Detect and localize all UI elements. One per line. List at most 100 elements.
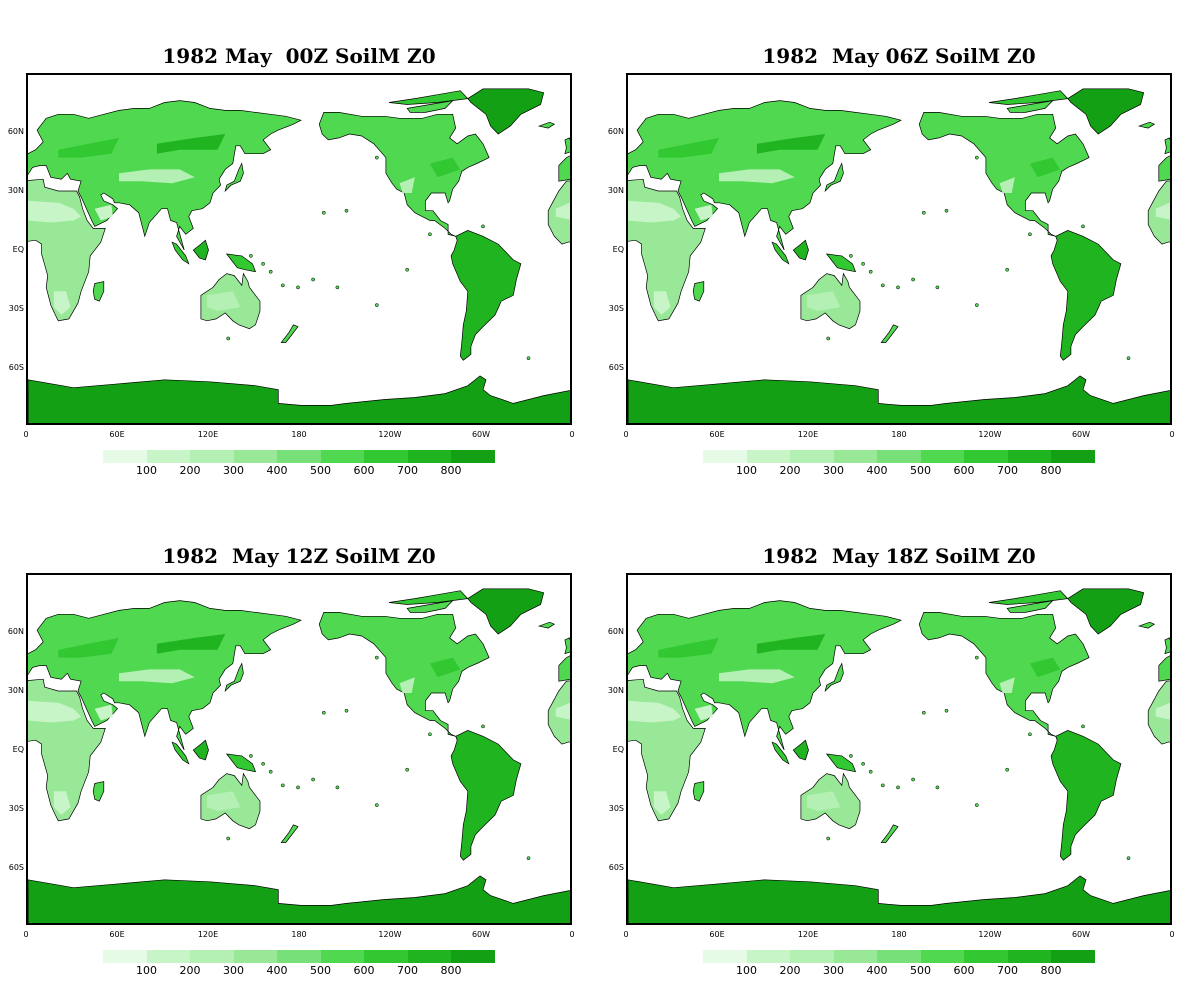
map-panel-2: 1982 May 06Z SoilM Z0 60N 30N EQ 30S 60S 0 60E 1… xyxy=(600,0,1200,500)
latitude-label: EQ xyxy=(12,245,24,254)
colorbar-label: 400 xyxy=(866,464,888,477)
latitude-label: 30N xyxy=(607,686,624,695)
land-mass xyxy=(564,137,570,155)
island xyxy=(335,785,340,790)
soil-moisture-patch xyxy=(658,137,719,158)
island xyxy=(1081,724,1085,729)
island xyxy=(296,285,300,290)
land-mass xyxy=(280,824,299,843)
colorbar-label: 200 xyxy=(179,964,201,977)
island xyxy=(826,336,831,341)
latitude-label: 60N xyxy=(7,127,24,136)
island xyxy=(1005,267,1010,272)
map-panel-1: 1982 May 00Z SoilM Z0 60N 30N EQ 30S 60S 0 60E 1… xyxy=(0,0,600,500)
land-mass xyxy=(792,239,809,261)
longitude-label: 120E xyxy=(197,430,219,439)
colorbar-label: 300 xyxy=(823,464,844,477)
soil-moisture-patch xyxy=(207,291,241,311)
island xyxy=(526,856,531,861)
land-mass xyxy=(171,741,190,765)
island xyxy=(296,785,300,790)
soil-moisture-patch xyxy=(119,169,195,184)
land-mass xyxy=(825,253,857,273)
island xyxy=(268,769,273,774)
land-mass xyxy=(1158,155,1170,182)
longitude-label: 0 xyxy=(1169,430,1175,439)
colorbar-label: 800 xyxy=(440,464,462,477)
latitude-label: 30S xyxy=(608,804,624,813)
colorbar-swatch xyxy=(920,450,964,463)
land-mass xyxy=(628,875,1170,923)
soil-moisture-patch xyxy=(999,177,1015,193)
island xyxy=(880,283,885,288)
soil-moisture-patch xyxy=(1029,157,1061,178)
colorbar-swatch xyxy=(451,450,495,463)
colorbar-label: 500 xyxy=(310,964,331,977)
island xyxy=(261,261,265,266)
colorbar-label: 400 xyxy=(266,464,288,477)
colorbar-label: 200 xyxy=(779,964,801,977)
latitude-label: 30N xyxy=(7,686,24,695)
colorbar-swatch xyxy=(233,450,277,463)
island xyxy=(921,710,926,715)
colorbar-swatch xyxy=(877,950,921,963)
island xyxy=(344,708,349,713)
longitude-label: 60E xyxy=(709,930,725,939)
land-mass xyxy=(467,588,545,635)
soil-moisture-patch xyxy=(756,634,826,654)
land-mass xyxy=(388,90,469,105)
soil-moisture-patch xyxy=(399,177,415,193)
soil-moisture-patch xyxy=(628,200,682,223)
island xyxy=(428,232,432,237)
island xyxy=(911,777,915,782)
soil-moisture-patch xyxy=(58,137,119,158)
land-mass xyxy=(792,739,809,761)
colorbar-label: 700 xyxy=(997,464,1018,477)
soil-moisture-patch xyxy=(207,791,241,811)
land-mass xyxy=(825,753,857,773)
colorbar-swatch xyxy=(320,950,364,963)
longitude-label: 60E xyxy=(109,430,125,439)
colorbar-swatch xyxy=(190,450,234,463)
longitude-label: 0 xyxy=(623,430,629,439)
colorbar-label: 100 xyxy=(736,964,757,977)
land-mass xyxy=(692,281,705,302)
soil-moisture-patch xyxy=(53,291,71,315)
colorbar-label: 600 xyxy=(353,964,375,977)
soil-moisture-patch xyxy=(999,677,1015,693)
land-mass xyxy=(547,180,570,245)
longitude-label: 60E xyxy=(709,430,725,439)
latitude-label: 30S xyxy=(8,304,24,313)
island xyxy=(428,732,432,737)
island xyxy=(911,277,915,282)
soil-moisture-patch xyxy=(156,134,226,154)
map-panel-3: 1982 May 12Z SoilM Z0 60N 30N EQ 30S 60S 0 60E 1… xyxy=(0,500,600,1000)
island xyxy=(849,754,853,758)
island xyxy=(861,761,865,766)
island xyxy=(249,754,253,758)
land-mass xyxy=(558,155,570,182)
land-mass xyxy=(450,730,522,861)
colorbar-swatch xyxy=(920,950,964,963)
island xyxy=(249,254,253,258)
island xyxy=(374,803,379,807)
longitude-label: 120E xyxy=(797,930,819,939)
land-mass xyxy=(918,112,1090,237)
land-mass xyxy=(880,324,899,343)
latitude-label: 60N xyxy=(607,127,624,136)
land-mass xyxy=(28,875,570,923)
colorbar-swatch xyxy=(451,950,495,963)
soil-moisture-patch xyxy=(94,704,113,721)
colorbar-swatch xyxy=(1051,950,1095,963)
colorbar-label: 600 xyxy=(953,464,975,477)
latitude-label: 30N xyxy=(607,186,624,195)
latitude-label: 30N xyxy=(7,186,24,195)
colorbar-label: 600 xyxy=(353,464,375,477)
land-mass xyxy=(1158,655,1170,682)
soil-moisture-patch xyxy=(28,700,82,723)
latitude-label: 60N xyxy=(607,627,624,636)
island xyxy=(1126,356,1131,361)
land-mass xyxy=(467,88,545,135)
land-mass xyxy=(1137,621,1156,629)
colorbar-label: 300 xyxy=(223,464,244,477)
